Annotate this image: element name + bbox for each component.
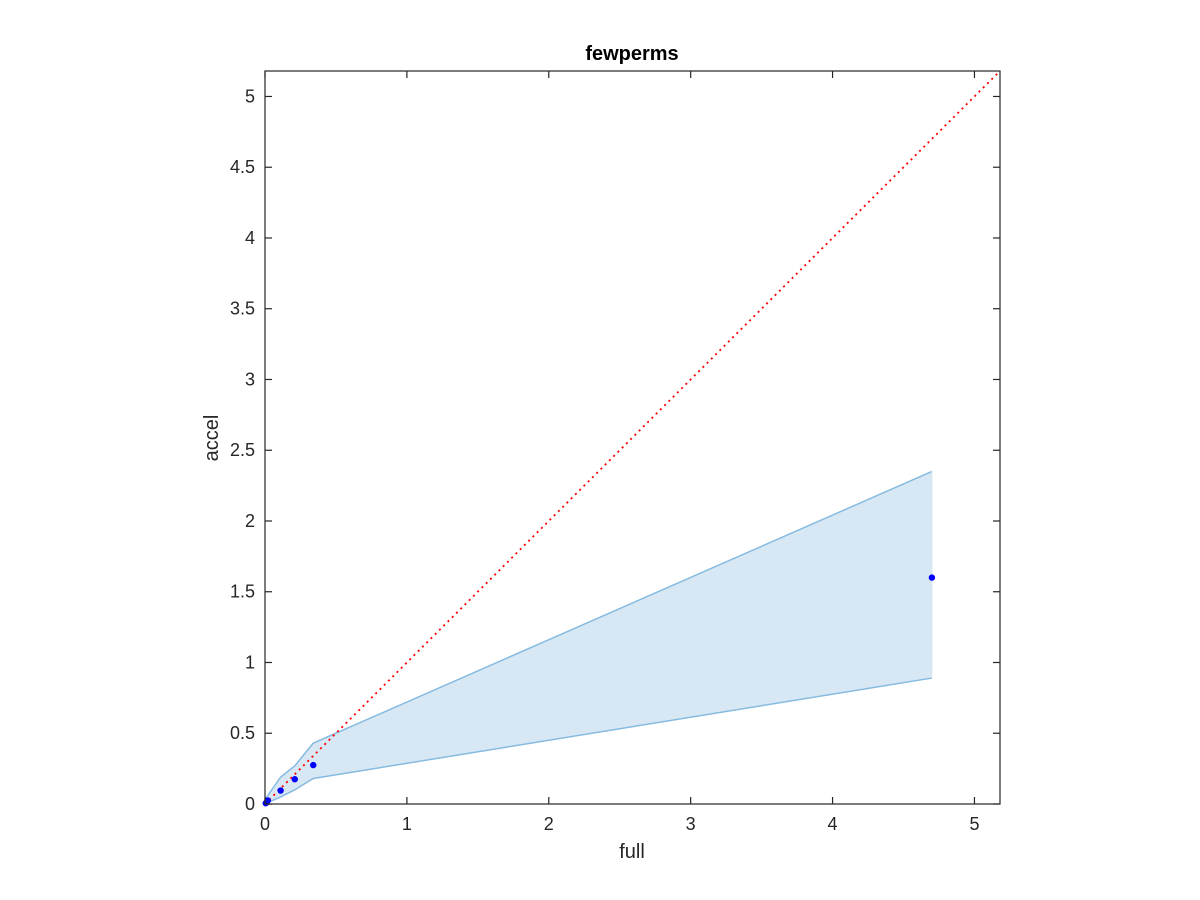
x-axis-label: full (619, 841, 645, 863)
data-point (277, 787, 284, 794)
x-tick-label: 0 (260, 814, 270, 834)
y-tick-label: 1.5 (230, 582, 255, 602)
reference-line (264, 70, 1001, 805)
axes-box (264, 70, 1001, 805)
data-point (291, 776, 298, 783)
band-fill (265, 471, 932, 804)
x-tick-label: 4 (828, 814, 838, 834)
chart-title: fewperms (585, 43, 678, 65)
y-tick-label: 5 (245, 86, 255, 106)
y-tick-label: 0.5 (230, 723, 255, 743)
x-tick-label: 5 (969, 814, 979, 834)
x-axis: 0 1 2 3 4 5 (260, 71, 979, 834)
x-tick-label: 3 (686, 814, 696, 834)
y-tick-label: 0 (245, 794, 255, 814)
y-tick-label: 2 (245, 511, 255, 531)
data-point (264, 797, 272, 804)
identity-reference-line (264, 70, 1001, 805)
y-tick-label: 3.5 (230, 299, 255, 319)
x-tick-label: 2 (544, 814, 554, 834)
y-axis-label: accel (201, 415, 223, 462)
x-tick-label: 1 (402, 814, 412, 834)
y-tick-label: 2.5 (230, 440, 255, 460)
data-point (928, 574, 936, 581)
y-tick-label: 3 (245, 369, 255, 389)
y-axis: 0 0.5 1 1.5 2 2.5 3 3.5 4 4.5 5 (230, 86, 1000, 814)
y-tick-label: 4 (245, 228, 255, 248)
data-point (310, 761, 317, 769)
y-tick-label: 4.5 (230, 157, 255, 177)
band-upper-edge (264, 470, 933, 801)
y-tick-label: 1 (245, 652, 255, 672)
